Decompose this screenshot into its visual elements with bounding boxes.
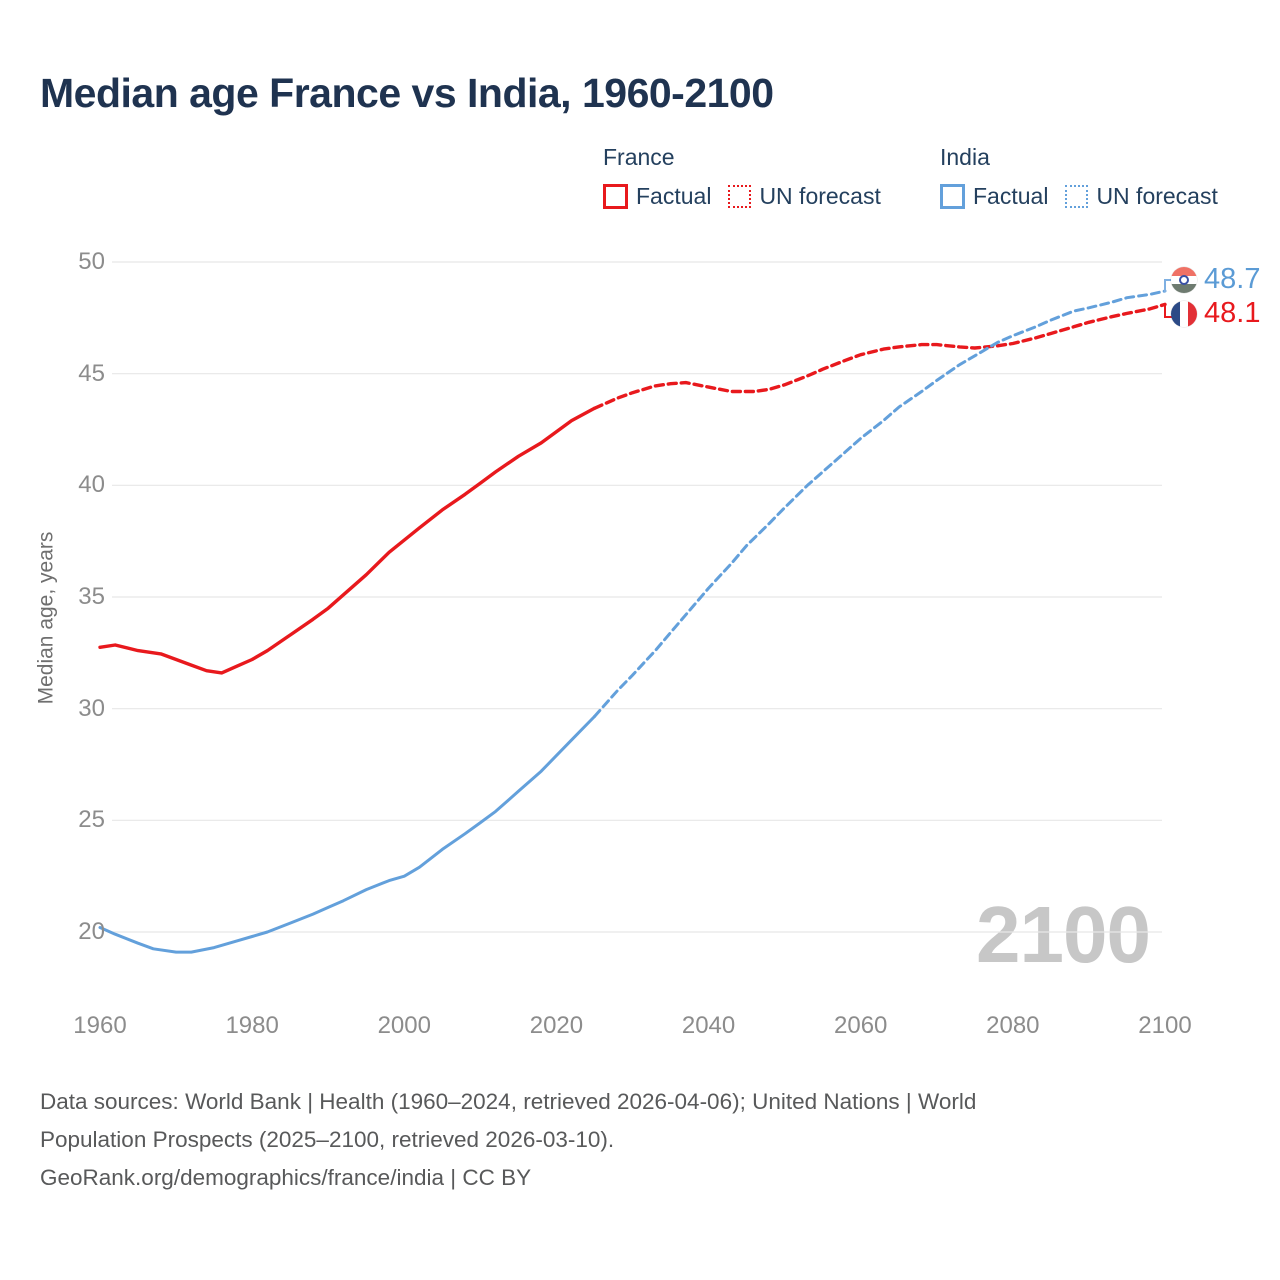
y-tick-40: 40: [78, 471, 105, 499]
india-flag-icon: [1171, 266, 1197, 293]
legend-group-india: India Factual UN forecast: [940, 144, 1218, 210]
x-tick-2060: 2060: [834, 1012, 888, 1039]
legend-item-france-factual[interactable]: Factual: [603, 183, 711, 210]
legend-item-france-forecast[interactable]: UN forecast: [728, 183, 881, 210]
footer-data-sources-line2: Population Prospects (2025–2100, retriev…: [40, 1127, 615, 1152]
india-forecast-swatch-icon: [1065, 185, 1089, 208]
india-label-connector: [1164, 279, 1174, 292]
end-label-france: 48.1: [1171, 297, 1261, 329]
x-tick-2100: 2100: [1138, 1012, 1192, 1039]
x-tick-1960: 1960: [73, 1012, 127, 1039]
france-flag-icon: [1171, 300, 1197, 327]
series-france-factual: [98, 406, 597, 675]
legend-group-title-france: France: [603, 144, 675, 170]
x-tick-2000: 2000: [377, 1012, 431, 1039]
x-tick-2020: 2020: [529, 1012, 584, 1039]
legend-group-france: France Factual UN forecast: [603, 144, 881, 210]
legend-item-india-factual[interactable]: Factual: [940, 183, 1048, 210]
series-india-un-forecast: [593, 289, 1167, 718]
x-tick-2040: 2040: [681, 1012, 736, 1039]
legend-item-label: Factual: [636, 183, 712, 209]
france-factual-swatch-icon: [603, 184, 628, 209]
france-forecast-swatch-icon: [728, 185, 752, 208]
series-france-un-forecast: [592, 302, 1167, 410]
legend-item-label: UN forecast: [1096, 183, 1218, 209]
footer: Data sources: World Bank | Health (1960–…: [40, 1083, 1240, 1197]
ashoka-chakra-icon: [1179, 274, 1189, 285]
y-tick-45: 45: [78, 359, 105, 387]
y-tick-25: 25: [78, 806, 105, 834]
france-end-value: 48.1: [1204, 297, 1261, 329]
watermark-year: 2100: [976, 890, 1151, 979]
legend-group-title-india: India: [940, 144, 990, 170]
page-title: Median age France vs India, 1960-2100: [40, 70, 774, 116]
y-axis-title: Median age, years: [34, 531, 58, 705]
india-factual-swatch-icon: [940, 184, 965, 209]
legend-item-label: UN forecast: [759, 183, 881, 209]
y-tick-50: 50: [78, 248, 105, 275]
footer-data-sources-line1: Data sources: World Bank | Health (1960–…: [40, 1089, 977, 1114]
series-india-factual: [98, 715, 596, 954]
x-tick-2080: 2080: [986, 1012, 1040, 1039]
x-tick-1980: 1980: [225, 1012, 279, 1039]
india-end-value: 48.7: [1204, 263, 1261, 295]
legend-item-india-forecast[interactable]: UN forecast: [1065, 183, 1218, 210]
footer-attribution: GeoRank.org/demographics/france/india | …: [40, 1165, 532, 1190]
end-label-india: 48.7: [1171, 263, 1261, 295]
y-tick-20: 20: [78, 918, 105, 945]
legend-item-label: Factual: [973, 183, 1049, 209]
